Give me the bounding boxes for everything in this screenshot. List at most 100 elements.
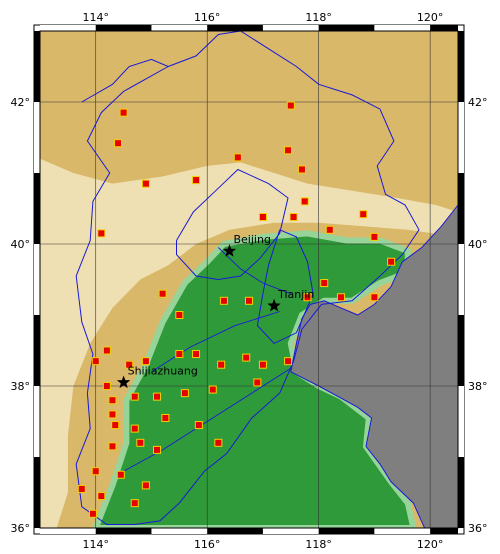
station-marker	[153, 445, 162, 454]
lon-tick-label-bottom: 116°	[194, 538, 221, 551]
station-marker	[77, 484, 86, 493]
station-marker	[88, 509, 97, 518]
station-marker	[180, 389, 189, 398]
lat-tick-label-left: 40°	[11, 238, 31, 251]
frame-segment	[374, 25, 431, 31]
station-marker	[161, 413, 170, 422]
bohai-sea	[290, 204, 458, 528]
station-marker	[114, 139, 123, 148]
station-marker	[233, 153, 242, 162]
frame-segment	[458, 457, 464, 528]
frame-segment	[262, 528, 319, 534]
lat-tick-label-right: 42°	[468, 96, 488, 109]
frame-segment	[34, 386, 40, 457]
station-marker	[125, 360, 134, 369]
frame-segment	[430, 528, 458, 534]
frame-segment	[458, 386, 464, 457]
tianjin-border	[256, 229, 314, 345]
lon-tick-label-bottom: 114°	[82, 538, 109, 551]
station-marker	[336, 293, 345, 302]
station-marker	[153, 392, 162, 401]
station-marker	[208, 385, 217, 394]
frame-segment	[458, 244, 464, 315]
station-marker	[108, 410, 117, 419]
station-marker	[320, 279, 329, 288]
frame-segment	[95, 25, 152, 31]
station-marker	[219, 296, 228, 305]
station-marker	[119, 108, 128, 117]
plateau-terrain	[40, 158, 458, 528]
frame-segment	[458, 315, 464, 386]
beijing-border	[176, 168, 289, 281]
station-marker	[370, 232, 379, 241]
station-marker	[97, 229, 106, 238]
station-marker	[192, 350, 201, 359]
rivers	[123, 247, 292, 472]
station-marker	[130, 424, 139, 433]
station-marker	[175, 350, 184, 359]
station-marker	[91, 357, 100, 366]
frame-segment	[430, 25, 458, 31]
frame-segment	[34, 244, 40, 315]
station-marker	[258, 213, 267, 222]
station-marker	[325, 225, 334, 234]
station-marker	[387, 257, 396, 266]
lon-tick-label-top: 120°	[417, 11, 444, 24]
lat-tick-label-right: 38°	[468, 380, 488, 393]
frame-segment	[458, 31, 464, 102]
station-marker	[141, 357, 150, 366]
lon-tick-label-top: 114°	[82, 11, 109, 24]
station-marker	[370, 293, 379, 302]
lat-tick-label-right: 40°	[468, 238, 488, 251]
station-marker	[297, 165, 306, 174]
frame-segment	[40, 528, 96, 534]
station-marker	[116, 470, 125, 479]
tick-labels: 114° 114° 116° 116° 118° 118° 120° 120° 36° 36° 38…	[11, 11, 488, 551]
frame-segment	[318, 25, 375, 31]
frame-segment	[151, 25, 208, 31]
station-marker	[284, 146, 293, 155]
frame-segment	[34, 315, 40, 386]
station-marker	[284, 357, 293, 366]
station-marker	[214, 438, 223, 447]
station-marker	[194, 421, 203, 430]
lat-tick-label-left: 38°	[11, 380, 31, 393]
station-marker	[359, 210, 368, 219]
cities: Beijing Tianjin Shijiazhuang	[116, 233, 314, 389]
frame-segment	[34, 102, 40, 173]
station-marker	[91, 467, 100, 476]
river-line	[217, 247, 291, 295]
frame-segment	[151, 528, 208, 534]
frame-segment	[34, 457, 40, 528]
frame-segment	[34, 173, 40, 244]
lat-tick-label-left: 36°	[11, 522, 31, 535]
lon-tick-label-top: 118°	[305, 11, 332, 24]
frame-segment	[458, 173, 464, 244]
station-marker	[192, 176, 201, 185]
frame-segment	[374, 528, 431, 534]
station-marker	[102, 382, 111, 390]
station-marker	[289, 213, 298, 222]
river-line	[123, 367, 292, 472]
station-marker	[300, 197, 309, 206]
station-marker	[242, 353, 251, 362]
lon-tick-label-bottom: 120°	[417, 538, 444, 551]
station-marker	[102, 346, 111, 355]
city-label: Tianjin	[277, 288, 314, 301]
frame-segment	[34, 31, 40, 102]
station-marker	[108, 442, 117, 451]
station-marker	[158, 289, 167, 298]
station-marker	[141, 481, 150, 490]
station-marker	[286, 101, 295, 110]
frame-segment	[207, 25, 263, 31]
inner-border	[81, 58, 169, 103]
station-marker	[108, 396, 117, 405]
lat-tick-label-left: 42°	[11, 96, 31, 109]
frame-segment	[95, 528, 152, 534]
river-line	[151, 311, 280, 373]
frame-segment	[262, 25, 319, 31]
frame-segment	[40, 25, 96, 31]
city-star-icon	[222, 244, 237, 257]
graticule	[40, 31, 458, 528]
map-border	[39, 30, 459, 529]
